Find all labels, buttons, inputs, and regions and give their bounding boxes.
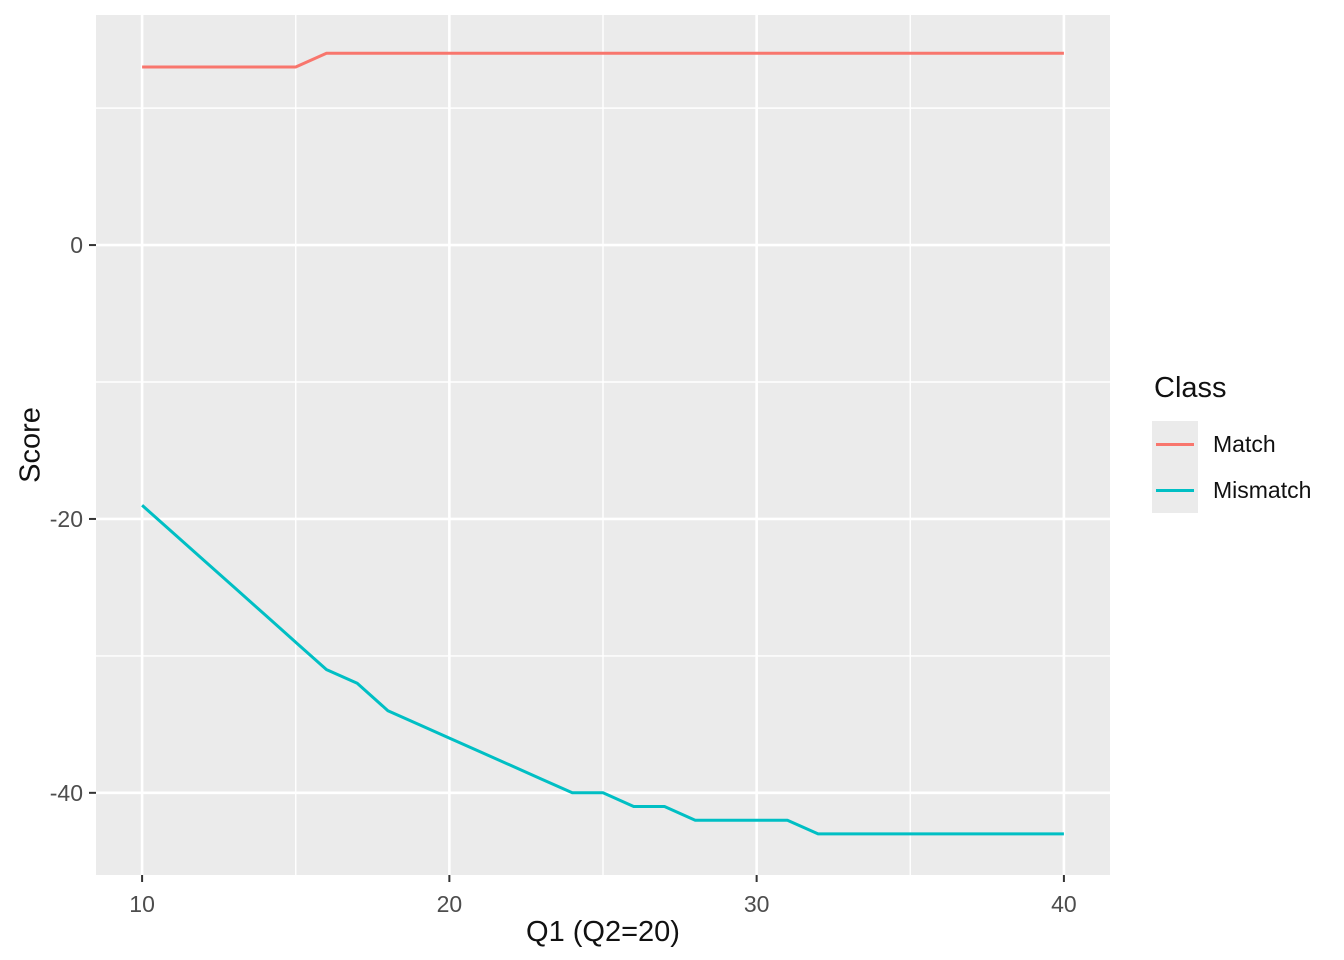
legend: Class Match Mismatch (1152, 372, 1311, 513)
x-axis-title: Q1 (Q2=20) (526, 916, 680, 948)
legend-key-box (1152, 421, 1198, 467)
x-tick-label: 40 (1051, 891, 1077, 917)
match-line-icon (1156, 442, 1194, 446)
y-axis-title: Score (14, 407, 47, 483)
legend-label-mismatch: Mismatch (1213, 476, 1312, 503)
legend-key-box (1152, 467, 1198, 513)
y-tick-label: 0 (70, 232, 83, 258)
legend-label-match: Match (1213, 430, 1276, 457)
series-line-match (142, 51, 1064, 69)
y-tick-label: -20 (50, 506, 83, 532)
legend-item-match: Match (1152, 421, 1311, 467)
mismatch-line-icon (1156, 488, 1194, 492)
y-tick-label: -40 (50, 780, 83, 806)
series-line-mismatch (141, 504, 1064, 836)
x-tick-label: 30 (744, 891, 770, 917)
legend-title: Class (1154, 372, 1227, 404)
x-tick-label: 20 (437, 891, 463, 917)
legend-item-mismatch: Mismatch (1152, 467, 1311, 513)
x-tick-label: 10 (129, 891, 155, 917)
